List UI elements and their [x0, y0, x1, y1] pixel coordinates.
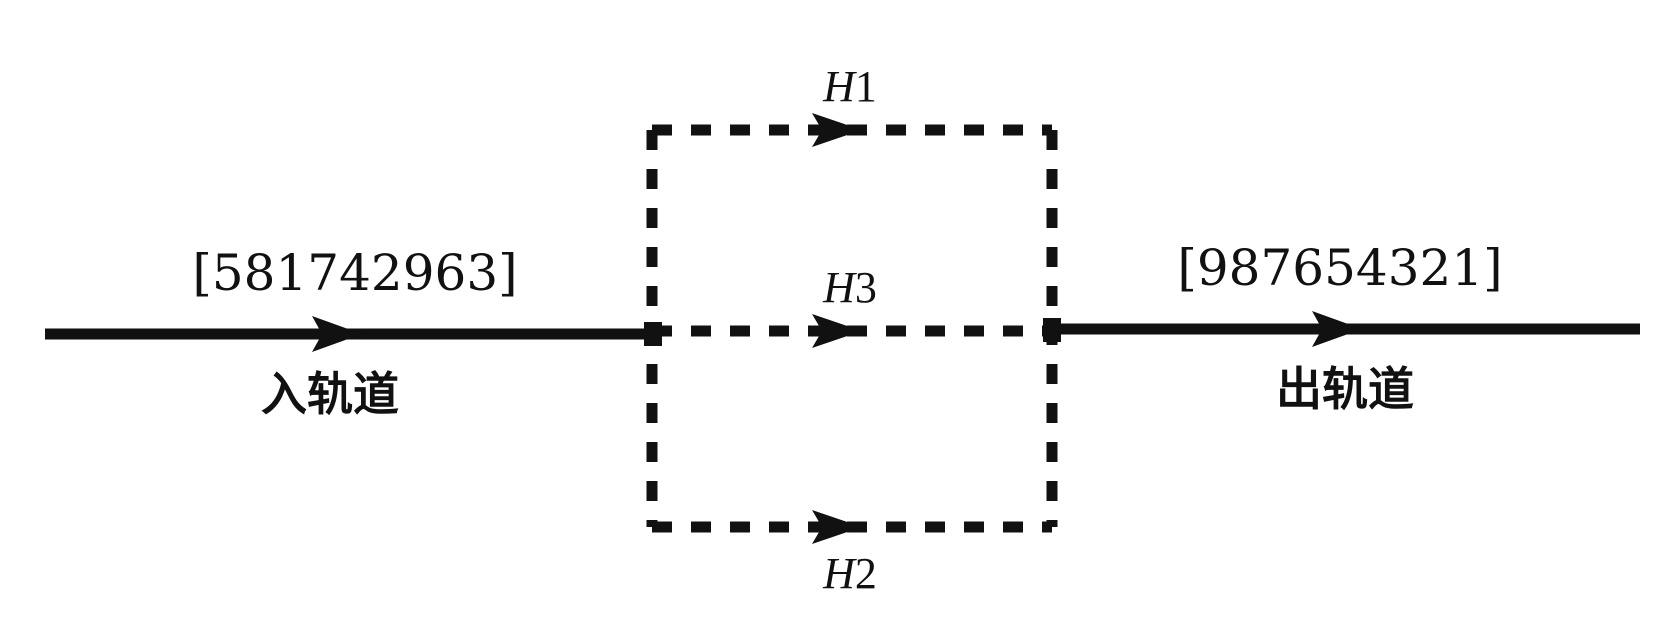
h3-arrow: [812, 314, 862, 348]
input-sequence-label: [581742963]: [192, 244, 517, 302]
holding-track-h2: [652, 510, 1052, 544]
input-track-label: 入轨道: [261, 367, 399, 421]
input-track-arrow: [312, 316, 362, 352]
right-junction: [1043, 318, 1061, 342]
output-track-arrow: [1312, 311, 1362, 347]
h2-arrow: [812, 510, 862, 544]
left-junction: [644, 322, 662, 346]
output-sequence-label: [987654321]: [1177, 239, 1502, 297]
h1-label: H1: [822, 62, 877, 111]
h3-label: H3: [822, 263, 877, 312]
holding-track-h3: [652, 314, 1052, 348]
holding-track-h1: [652, 113, 1052, 147]
h1-arrow: [812, 113, 862, 147]
output-track-label: 出轨道: [1276, 362, 1414, 416]
h2-label: H2: [822, 549, 877, 598]
